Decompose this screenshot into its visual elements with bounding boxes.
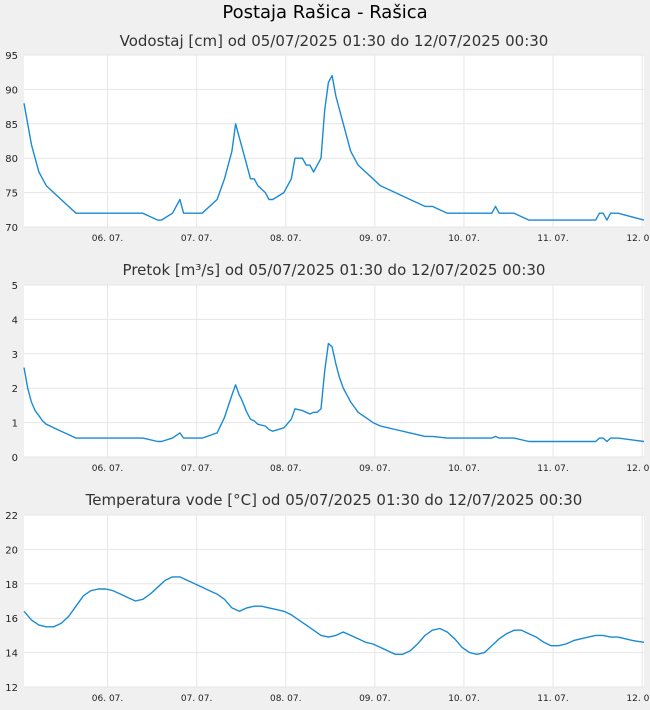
vodostaj-plot-area xyxy=(24,55,644,227)
pretok-y-tick-label: 4 xyxy=(12,315,18,326)
vodostaj-y-tick-label: 80 xyxy=(5,154,18,165)
temperatura-x-tick-label: 11. 07. xyxy=(537,694,569,704)
temperatura-y-tick-label: 20 xyxy=(5,545,18,556)
temperatura-x-tick-label: 10. 07. xyxy=(448,694,480,704)
vodostaj-y-tick-label: 90 xyxy=(5,85,18,96)
temperatura-x-tick-label: 08. 07. xyxy=(270,694,302,704)
temperatura-chart-title: Temperatura vode [°C] od 05/07/2025 01:3… xyxy=(85,491,583,509)
vodostaj-y-tick-label: 95 xyxy=(5,51,18,62)
vodostaj-x-tick-label: 10. 07. xyxy=(448,234,480,244)
pretok-x-tick-label: 09. 07. xyxy=(359,464,391,474)
vodostaj-y-tick-label: 70 xyxy=(5,223,18,234)
pretok-x-tick-label: 11. 07. xyxy=(537,464,569,474)
pretok-series-line xyxy=(23,342,645,443)
pretok-y-tick-label: 3 xyxy=(12,350,18,361)
temperatura-x-tick-label: 07. 07. xyxy=(181,694,213,704)
pretok-y-tick-label: 5 xyxy=(12,281,18,292)
page-title: Postaja Rašica - Rašica xyxy=(222,2,428,23)
temperatura-y-tick-label: 18 xyxy=(5,580,18,591)
vodostaj-chart-title: Vodostaj [cm] od 05/07/2025 01:30 do 12/… xyxy=(120,32,549,50)
temperatura-x-tick-label: 06. 07. xyxy=(92,694,124,704)
temperatura-y-tick-label: 14 xyxy=(5,649,18,660)
pretok-x-tick-label: 10. 07. xyxy=(448,464,480,474)
temperatura-y-tick-label: 16 xyxy=(5,614,18,625)
pretok-x-tick-label: 08. 07. xyxy=(270,464,302,474)
pretok-y-tick-label: 2 xyxy=(12,384,18,395)
vodostaj-series-line xyxy=(23,74,645,221)
pretok-plot-area xyxy=(24,285,644,457)
vodostaj-y-tick-label: 85 xyxy=(5,120,18,131)
temperatura-x-tick-label: 09. 07. xyxy=(359,694,391,704)
vodostaj-x-tick-label: 06. 07. xyxy=(92,234,124,244)
temperatura-series-line xyxy=(23,576,645,655)
temperatura-plot-area xyxy=(24,515,644,687)
pretok-x-tick-label: 07. 07. xyxy=(181,464,213,474)
vodostaj-x-tick-label: 09. 07. xyxy=(359,234,391,244)
temperatura-y-tick-label: 22 xyxy=(5,511,18,522)
vodostaj-y-tick-label: 75 xyxy=(5,189,18,200)
pretok-y-tick-label: 1 xyxy=(12,419,18,430)
pretok-x-tick-label: 12. 07. xyxy=(626,464,650,474)
temperatura-y-tick-label: 12 xyxy=(5,683,18,694)
vodostaj-x-tick-label: 08. 07. xyxy=(270,234,302,244)
pretok-x-tick-label: 06. 07. xyxy=(92,464,124,474)
temperatura-x-tick-label: 12. 07. xyxy=(626,694,650,704)
vodostaj-x-tick-label: 07. 07. xyxy=(181,234,213,244)
vodostaj-x-tick-label: 12. 07. xyxy=(626,234,650,244)
pretok-y-tick-label: 0 xyxy=(12,453,18,464)
pretok-chart-title: Pretok [m³/s] od 05/07/2025 01:30 do 12/… xyxy=(123,261,546,279)
vodostaj-x-tick-label: 11. 07. xyxy=(537,234,569,244)
